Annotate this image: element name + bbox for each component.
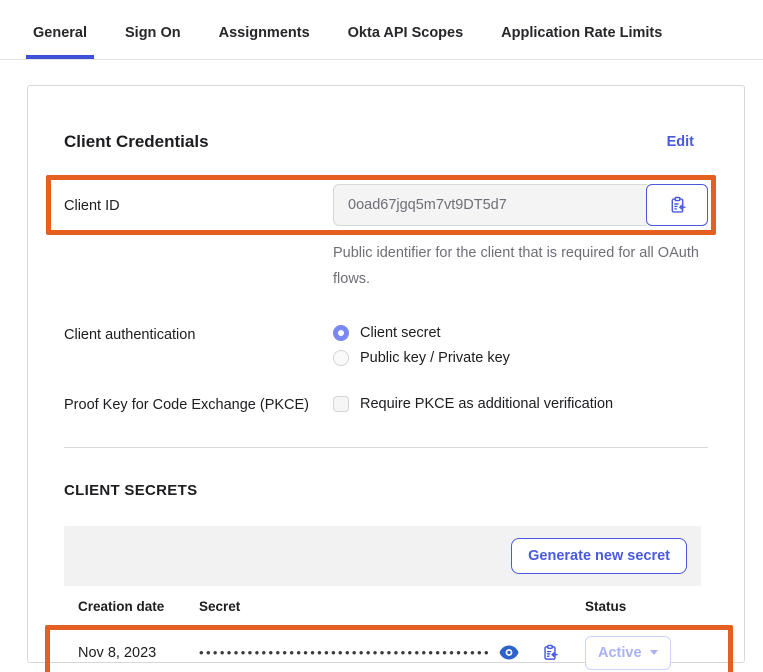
tab-application-rate-limits[interactable]: Application Rate Limits xyxy=(501,25,663,41)
masked-secret-value: ••••••••••••••••••••••••••••••••••••••••… xyxy=(199,645,491,660)
edit-link[interactable]: Edit xyxy=(666,134,694,150)
client-secrets-table: Generate new secret Creation date Secret… xyxy=(45,526,733,672)
client-authentication-label: Client authentication xyxy=(64,327,196,343)
clipboard-paste-icon xyxy=(668,196,687,215)
pkce-option-label: Require PKCE as additional verification xyxy=(360,396,614,412)
pkce-checkbox-option[interactable]: Require PKCE as additional verification xyxy=(333,396,613,412)
header-creation-date: Creation date xyxy=(78,599,165,614)
pkce-label: Proof Key for Code Exchange (PKCE) xyxy=(64,397,310,413)
radio-selected-icon xyxy=(333,325,349,341)
tab-general[interactable]: General xyxy=(26,10,94,59)
copy-secret-button[interactable] xyxy=(539,642,561,664)
radio-option-public-private-key[interactable]: Public key / Private key xyxy=(333,350,510,366)
generate-new-secret-button[interactable]: Generate new secret xyxy=(511,538,687,574)
radio-option-label: Client secret xyxy=(360,325,441,341)
client-authentication-row: Client authentication Client secret Publ… xyxy=(64,325,708,366)
app-tab-bar: General Sign On Assignments Okta API Sco… xyxy=(0,0,763,60)
header-status: Status xyxy=(585,599,627,614)
section-divider xyxy=(64,447,708,448)
client-id-label: Client ID xyxy=(64,198,120,214)
chevron-down-icon xyxy=(649,650,658,655)
clipboard-paste-icon xyxy=(541,644,559,662)
pkce-row: Proof Key for Code Exchange (PKCE) Requi… xyxy=(64,395,708,413)
copy-client-id-button[interactable] xyxy=(646,184,708,226)
tab-sign-on[interactable]: Sign On xyxy=(125,25,181,41)
client-secrets-title: CLIENT SECRETS xyxy=(64,482,198,499)
client-id-help-text: Public identifier for the client that is… xyxy=(333,245,699,287)
reveal-secret-button[interactable] xyxy=(497,643,521,662)
tab-okta-api-scopes[interactable]: Okta API Scopes xyxy=(347,25,464,41)
radio-unselected-icon xyxy=(333,350,349,366)
eye-icon xyxy=(499,645,519,660)
checkbox-unchecked-icon xyxy=(333,396,349,412)
secret-cell: ••••••••••••••••••••••••••••••••••••••••… xyxy=(199,642,585,664)
tab-assignments[interactable]: Assignments xyxy=(218,25,310,41)
client-id-input-group: 0oad67jgq5m7vt9DT5d7 xyxy=(333,184,708,226)
secrets-table-header: Creation date Secret Status xyxy=(64,586,701,626)
radio-option-client-secret[interactable]: Client secret xyxy=(333,325,510,341)
status-cell: Active xyxy=(585,635,687,670)
secret-table-row: Nov 8, 2023 ••••••••••••••••••••••••••••… xyxy=(45,625,733,672)
client-id-row: Client ID 0oad67jgq5m7vt9DT5d7 xyxy=(46,175,716,235)
header-secret: Secret xyxy=(199,599,241,614)
status-dropdown-button[interactable]: Active xyxy=(585,635,671,670)
client-id-value-field[interactable]: 0oad67jgq5m7vt9DT5d7 xyxy=(333,184,647,226)
secrets-table-toolbar: Generate new secret xyxy=(64,526,701,586)
radio-option-label: Public key / Private key xyxy=(360,350,510,366)
client-credentials-card: Client Credentials Edit Client ID 0oad67… xyxy=(27,85,745,672)
card-title: Client Credentials xyxy=(64,132,209,151)
secret-creation-date: Nov 8, 2023 xyxy=(78,644,157,661)
client-authentication-options: Client secret Public key / Private key xyxy=(333,325,510,366)
status-badge: Active xyxy=(598,644,642,661)
card-header: Client Credentials Edit xyxy=(64,86,708,152)
